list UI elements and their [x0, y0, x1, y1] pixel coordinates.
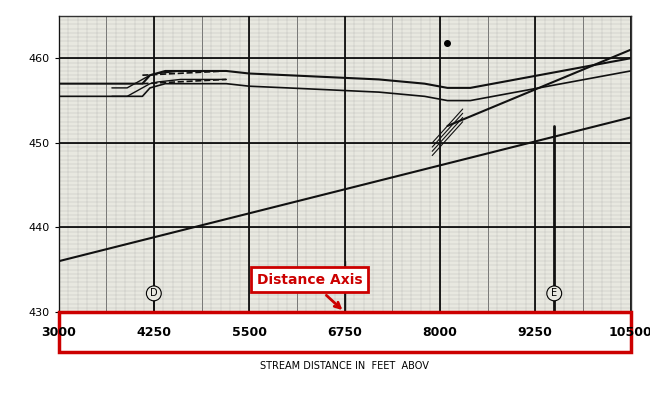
Text: 5500: 5500: [231, 326, 266, 338]
Text: E: E: [551, 288, 557, 298]
Text: 8000: 8000: [422, 326, 457, 338]
Text: 10500: 10500: [608, 326, 650, 338]
Text: 6750: 6750: [327, 326, 362, 338]
Text: STREAM DISTANCE IN  FEET  ABOV: STREAM DISTANCE IN FEET ABOV: [260, 361, 429, 371]
Text: 4250: 4250: [136, 326, 172, 338]
Text: 9250: 9250: [518, 326, 552, 338]
Text: 3000: 3000: [41, 326, 76, 338]
Text: D: D: [150, 288, 158, 298]
Text: Distance Axis: Distance Axis: [257, 273, 363, 308]
